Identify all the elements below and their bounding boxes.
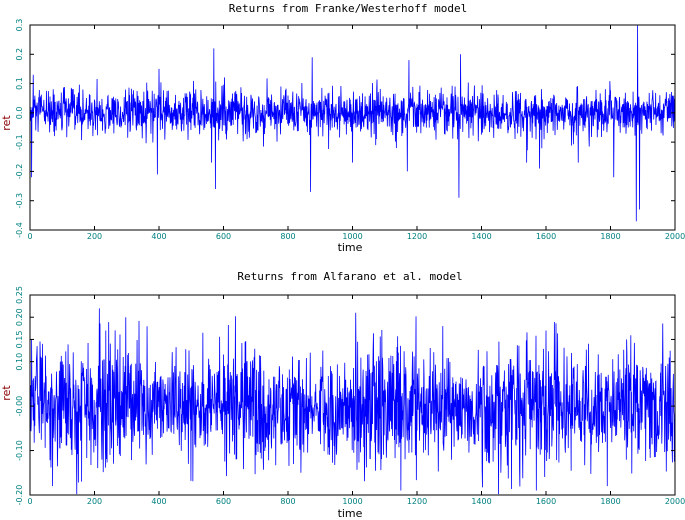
x-tick-label: 1400	[471, 232, 491, 241]
x-tick-label: 800	[280, 497, 295, 506]
y-tick-label: 0.10	[15, 353, 24, 371]
plot-area: 0 200 400 600 800 1000 1200 1400 1600 1800 2000 -0.…	[15, 19, 685, 241]
x-tick-label: 1800	[600, 232, 620, 241]
x-tick-label: 1200	[407, 232, 427, 241]
x-axis-title: time	[338, 507, 363, 520]
plot-area: 0 200 400 600 800 1000 1200 1400 1600 1800 2000 -0.…	[15, 286, 685, 506]
y-tick-label: -0.10	[15, 440, 24, 461]
series-line	[29, 308, 676, 495]
x-tick-label: 800	[280, 232, 295, 241]
y-tick-label: -0.20	[15, 485, 24, 506]
chart-title: Returns from Franke/Westerhoff model	[229, 2, 467, 15]
y-tick-label: 0.3	[15, 19, 24, 32]
x-tick-label: 1200	[407, 497, 427, 506]
x-tick-label: 2000	[665, 232, 685, 241]
y-tick-label: 0.15	[15, 331, 24, 349]
y-tick-label: -0.1	[15, 134, 24, 150]
x-tick-label: 400	[151, 497, 166, 506]
y-tick-label: 0.1	[15, 77, 24, 90]
x-tick-label: 2000	[665, 497, 685, 506]
x-tick-label: 0	[27, 232, 32, 241]
y-tick-label: 0.25	[15, 286, 24, 304]
y-tick-label: -0.2	[15, 164, 24, 180]
x-tick-label: 400	[151, 232, 166, 241]
y-tick-label: 0.20	[15, 308, 24, 326]
y-tick-label: 0.0	[15, 106, 24, 119]
chart-alfarano: Returns from Alfarano et al. model 0 200 4…	[0, 270, 685, 520]
chart-franke-westerhoff: Returns from Franke/Westerhoff model 0 20…	[0, 2, 685, 254]
y-tick-label: -0.00	[15, 396, 24, 417]
chart-title: Returns from Alfarano et al. model	[237, 270, 462, 283]
x-axis-title: time	[338, 241, 363, 254]
y-tick-label: -0.3	[15, 193, 24, 209]
y-axis-title: ret	[0, 385, 13, 401]
y-axis-title: ret	[0, 115, 13, 131]
x-tick-label: 1000	[342, 497, 362, 506]
x-tick-label: 200	[87, 232, 102, 241]
x-tick-label: 600	[216, 497, 231, 506]
x-tick-label: 200	[87, 497, 102, 506]
x-tick-label: 1600	[536, 497, 556, 506]
y-tick-label: 0.2	[15, 48, 24, 61]
x-tick-label: 0	[27, 497, 32, 506]
x-tick-label: 1000	[342, 232, 362, 241]
y-tick-label: -0.4	[15, 222, 24, 238]
x-tick-label: 1600	[536, 232, 556, 241]
x-tick-label: 1800	[600, 497, 620, 506]
series-line	[29, 25, 676, 222]
x-tick-label: 1400	[471, 497, 491, 506]
x-tick-label: 600	[216, 232, 231, 241]
